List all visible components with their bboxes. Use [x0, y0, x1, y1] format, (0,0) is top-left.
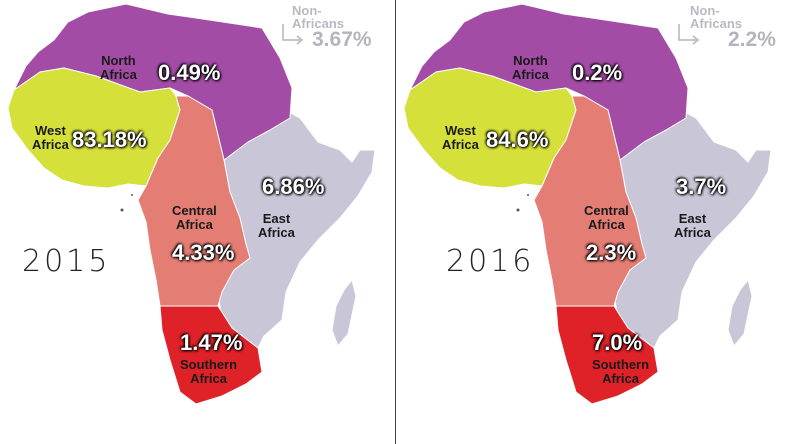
east-line2: Africa: [258, 225, 295, 240]
island-madagascar: [331, 279, 357, 347]
arrow-head-icon: [296, 35, 304, 45]
island-dot: [516, 208, 520, 212]
value-north-africa: 0.2%: [572, 60, 623, 85]
nonafricans-arrow-icon: [678, 24, 696, 41]
value-nonafricans: 2.2%: [728, 28, 776, 51]
nonafricans-line2: Africans: [690, 16, 743, 31]
label-central-africa: Central Africa: [172, 204, 217, 232]
value-southern-africa: 7.0%: [592, 330, 643, 355]
label-nonafricans: Non- Africans: [292, 4, 344, 30]
africa-map-2016: [403, 3, 772, 405]
island-dot: [131, 194, 133, 196]
east-line1: East: [678, 211, 707, 226]
label-nonafricans: Non- Africans: [690, 4, 742, 30]
value-west-africa: 83.18%: [72, 127, 147, 152]
label-north-africa: North Africa: [100, 54, 137, 82]
nonafricans-arrow-icon: [282, 24, 300, 41]
label-southern-africa: Southern Africa: [180, 358, 237, 386]
year-label: 2016: [446, 244, 535, 279]
map-panel-2015: 2015 North Africa 0.49% West Africa 83.1…: [0, 0, 395, 444]
label-east-africa: East Africa: [258, 212, 295, 240]
central-line2: Africa: [587, 217, 625, 232]
southern-line2: Africa: [190, 371, 227, 386]
north-line2: Africa: [512, 67, 549, 82]
value-east-africa: 3.7%: [676, 174, 727, 199]
arrow-head-icon: [692, 35, 700, 45]
central-line1: Central: [172, 203, 217, 218]
east-line2: Africa: [674, 225, 711, 240]
value-north-africa: 0.49%: [158, 60, 221, 85]
north-line1: North: [513, 53, 548, 68]
island-dot: [527, 194, 529, 196]
west-line2: Africa: [442, 137, 479, 152]
west-line1: West: [35, 123, 66, 138]
label-west-africa: West Africa: [32, 124, 69, 152]
value-southern-africa: 1.47%: [180, 330, 243, 355]
nonafricans-line1: Non-: [292, 3, 322, 18]
island-dot: [120, 208, 124, 212]
africa-map-2015: [7, 3, 376, 405]
north-line1: North: [101, 53, 136, 68]
east-line1: East: [262, 211, 291, 226]
region-southern-africa: [555, 305, 659, 405]
island-madagascar: [727, 279, 753, 347]
central-line1: Central: [584, 203, 629, 218]
southern-line1: Southern: [592, 357, 650, 372]
value-nonafricans: 3.67%: [312, 28, 372, 51]
map-panel-2016: 2016 North Africa 0.2% West Africa 84.6%…: [396, 0, 791, 444]
north-line2: Africa: [100, 67, 137, 82]
year-label: 2015: [22, 244, 111, 279]
value-central-africa: 2.3%: [586, 240, 637, 265]
nonafricans-line2: Africans: [292, 16, 345, 31]
label-central-africa: Central Africa: [584, 204, 629, 232]
region-southern-africa: [159, 305, 263, 405]
label-west-africa: West Africa: [442, 124, 479, 152]
southern-line1: Southern: [180, 357, 238, 372]
value-west-africa: 84.6%: [486, 127, 549, 152]
central-line2: Africa: [175, 217, 213, 232]
southern-line2: Africa: [602, 371, 639, 386]
west-line1: West: [445, 123, 476, 138]
label-north-africa: North Africa: [512, 54, 549, 82]
label-southern-africa: Southern Africa: [592, 358, 649, 386]
west-line2: Africa: [32, 137, 69, 152]
panel-divider: [395, 0, 396, 444]
nonafricans-line1: Non-: [690, 3, 720, 18]
value-east-africa: 6.86%: [262, 174, 325, 199]
value-central-africa: 4.33%: [172, 240, 235, 265]
label-east-africa: East Africa: [674, 212, 711, 240]
